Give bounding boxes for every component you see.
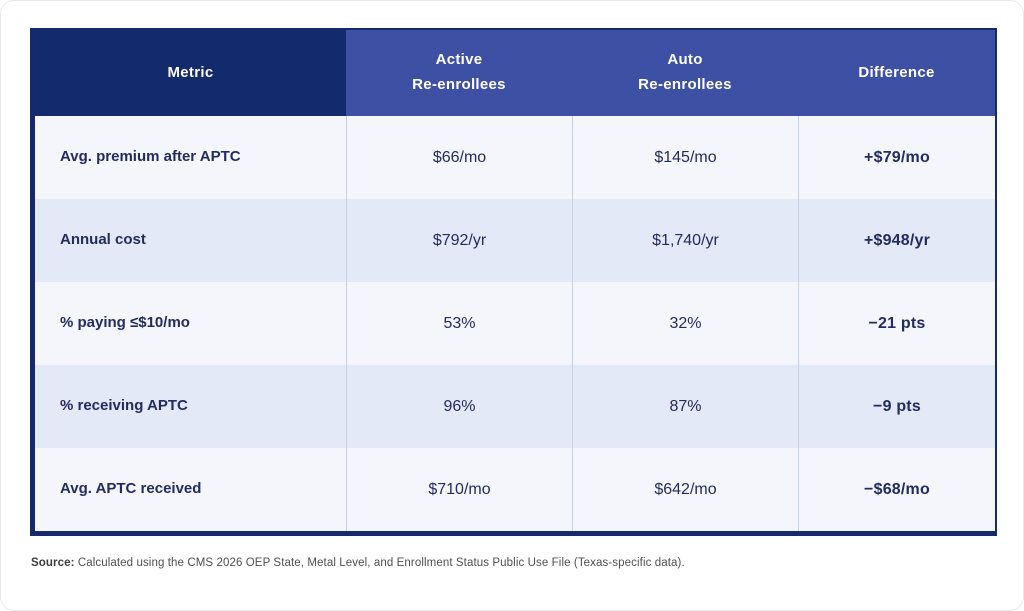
active-value-cell: 53%	[346, 282, 572, 365]
metric-cell: % paying ≤$10/mo	[35, 282, 346, 365]
difference-value-cell: −$68/mo	[798, 448, 995, 531]
column-header-label: Re-enrollees	[638, 76, 732, 93]
auto-value-cell: 87%	[572, 365, 798, 448]
difference-value-cell: −21 pts	[798, 282, 995, 365]
difference-value-cell: +$79/mo	[798, 116, 995, 199]
column-header-auto-reenrollees: Auto Re-enrollees	[572, 30, 798, 116]
table-header-row: Metric Active Re-enrollees Auto Re-enrol…	[35, 30, 995, 116]
column-header-label: Auto	[667, 51, 703, 69]
auto-value-cell: $642/mo	[572, 448, 798, 531]
source-note: Source: Calculated using the CMS 2026 OE…	[31, 557, 685, 569]
metric-cell: Avg. APTC received	[35, 448, 346, 531]
column-header-difference: Difference	[798, 30, 995, 116]
column-header-label: Active	[435, 51, 483, 69]
metric-cell: % receiving APTC	[35, 365, 346, 448]
column-header-active-reenrollees: Active Re-enrollees	[346, 30, 572, 116]
table-row: Avg. APTC received $710/mo $642/mo −$68/…	[35, 448, 995, 531]
metric-cell: Annual cost	[35, 199, 346, 282]
difference-value-cell: −9 pts	[798, 365, 995, 448]
active-value-cell: 96%	[346, 365, 572, 448]
table-row: % receiving APTC 96% 87% −9 pts	[35, 365, 995, 448]
source-label: Source:	[31, 557, 75, 569]
table-row: Avg. premium after APTC $66/mo $145/mo +…	[35, 116, 995, 199]
active-value-cell: $66/mo	[346, 116, 572, 199]
table-row: % paying ≤$10/mo 53% 32% −21 pts	[35, 282, 995, 365]
column-header-label: Re-enrollees	[412, 76, 506, 93]
active-value-cell: $710/mo	[346, 448, 572, 531]
column-header-label: Difference	[858, 63, 935, 81]
column-header-metric: Metric	[35, 30, 346, 116]
table-row: Annual cost $792/yr $1,740/yr +$948/yr	[35, 199, 995, 282]
auto-value-cell: 32%	[572, 282, 798, 365]
table-body: Avg. premium after APTC $66/mo $145/mo +…	[35, 116, 995, 531]
auto-value-cell: $145/mo	[572, 116, 798, 199]
difference-value-cell: +$948/yr	[798, 199, 995, 282]
auto-value-cell: $1,740/yr	[572, 199, 798, 282]
column-header-label: Metric	[167, 63, 214, 81]
comparison-table: Metric Active Re-enrollees Auto Re-enrol…	[30, 28, 997, 536]
active-value-cell: $792/yr	[346, 199, 572, 282]
metric-cell: Avg. premium after APTC	[35, 116, 346, 199]
source-text: Calculated using the CMS 2026 OEP State,…	[74, 557, 685, 569]
